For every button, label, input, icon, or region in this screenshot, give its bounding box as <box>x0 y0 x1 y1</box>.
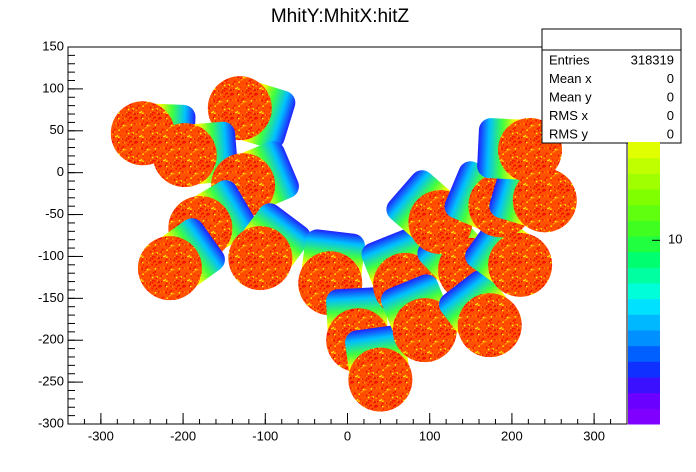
cluster <box>137 218 225 301</box>
colorbar-band <box>628 283 660 300</box>
colorbar-band <box>628 251 660 268</box>
stats-value: 0 <box>667 71 674 86</box>
stats-label: Mean y <box>549 89 592 104</box>
stats-label: Entries <box>549 52 590 67</box>
colorbar-band <box>628 204 660 221</box>
colorbar-band <box>628 314 660 331</box>
x-tick-label: -300 <box>88 428 114 443</box>
cluster-face <box>488 232 553 297</box>
cluster <box>380 274 457 363</box>
y-tick-label: -200 <box>38 332 64 347</box>
x-tick-label: 200 <box>501 428 523 443</box>
colorbar-band <box>628 361 660 378</box>
colorbar-band <box>628 267 660 284</box>
cluster-face <box>228 226 293 291</box>
colorbar-band <box>628 392 660 409</box>
y-tick-label: -150 <box>38 290 64 305</box>
colorbar-band <box>628 189 660 206</box>
cluster-face <box>152 123 217 188</box>
cluster-face <box>348 347 413 412</box>
colorbar-band <box>628 298 660 315</box>
stats-value: 0 <box>667 126 674 141</box>
stats-frame <box>541 28 682 144</box>
y-tick-label: -300 <box>38 415 64 430</box>
colorbar-band <box>628 142 660 159</box>
colorbar-band <box>628 220 660 237</box>
plot-area <box>110 76 577 412</box>
stats-label: Mean x <box>549 71 592 86</box>
x-tick-label: -200 <box>170 428 196 443</box>
cluster <box>439 270 522 358</box>
z-tick-label: 10 <box>668 232 682 247</box>
colorbar-band <box>628 173 660 190</box>
colorbar-band <box>628 377 660 394</box>
y-tick-label: 50 <box>50 122 64 137</box>
cluster <box>228 203 311 291</box>
cluster-face <box>512 168 577 233</box>
stats-value: 0 <box>667 89 674 104</box>
stats-label: RMS y <box>549 126 589 141</box>
y-tick-label: -100 <box>38 248 64 263</box>
y-tick-label: 100 <box>42 80 64 95</box>
stats-label: RMS x <box>549 108 589 123</box>
colorbar-band <box>628 236 660 253</box>
colorbar-band <box>628 345 660 362</box>
stats-value: 0 <box>667 108 674 123</box>
cluster-face <box>392 298 457 363</box>
cluster <box>345 325 413 412</box>
colorbar-band <box>628 408 660 425</box>
y-tick-label: -50 <box>45 206 64 221</box>
x-tick-label: -100 <box>252 428 278 443</box>
colorbar-band <box>628 330 660 347</box>
x-tick-label: 0 <box>344 428 351 443</box>
chart-title: MhitY:MhitX:hitZ <box>271 6 410 27</box>
stats-value: 318319 <box>631 52 674 67</box>
y-tick-label: 0 <box>57 164 64 179</box>
x-tick-label: 300 <box>583 428 605 443</box>
stats-box: Entries 318319 Mean x 0 Mean y 0 RMS x 0 RMS y 0 <box>541 28 682 144</box>
colorbar-band <box>628 157 660 174</box>
cluster-face <box>457 293 522 358</box>
y-tick-label: 150 <box>42 38 64 53</box>
y-tick-label: -250 <box>38 374 64 389</box>
x-tick-label: 100 <box>419 428 441 443</box>
cluster-face <box>137 236 202 301</box>
